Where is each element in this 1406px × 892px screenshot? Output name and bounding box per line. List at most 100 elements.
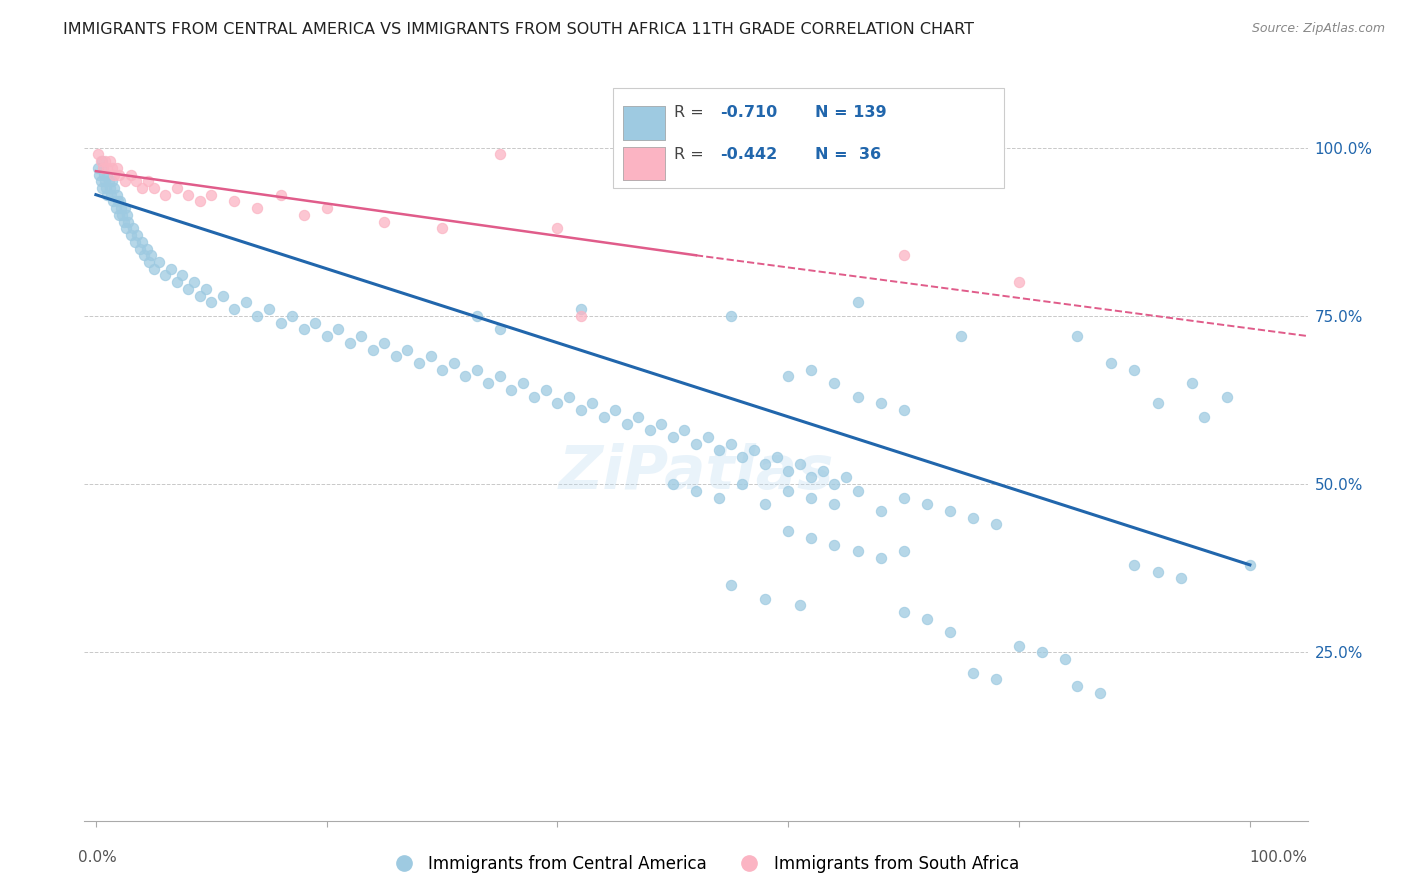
Point <box>89 168 111 182</box>
Point <box>765 450 787 465</box>
Point <box>869 551 891 566</box>
Point <box>117 214 139 228</box>
Point <box>558 390 581 404</box>
Point <box>731 477 754 491</box>
Point <box>350 329 373 343</box>
Point <box>142 181 165 195</box>
Point <box>685 436 707 450</box>
Point <box>893 544 915 558</box>
Point <box>454 369 477 384</box>
Point <box>662 430 685 444</box>
Point <box>103 181 125 195</box>
Point <box>94 174 117 188</box>
Point <box>800 531 823 545</box>
Point <box>547 396 569 410</box>
Point <box>720 436 742 450</box>
Point <box>96 181 118 195</box>
Point <box>523 390 546 404</box>
Point <box>153 187 176 202</box>
Point <box>235 295 257 310</box>
Point <box>1054 652 1077 666</box>
Point <box>281 309 304 323</box>
Point <box>270 316 292 330</box>
Point <box>823 538 845 552</box>
Point <box>292 322 315 336</box>
Text: Source: ZipAtlas.com: Source: ZipAtlas.com <box>1251 22 1385 36</box>
Point <box>108 194 131 209</box>
Point <box>754 497 776 511</box>
Point <box>915 497 938 511</box>
Point <box>114 174 136 188</box>
Point <box>1066 329 1088 343</box>
Point <box>823 477 845 491</box>
Point <box>638 423 661 437</box>
Point <box>200 187 222 202</box>
Point <box>939 504 962 518</box>
Point <box>138 255 160 269</box>
Legend: Immigrants from Central America, Immigrants from South Africa: Immigrants from Central America, Immigra… <box>380 848 1026 880</box>
Point <box>465 309 488 323</box>
Point <box>98 181 121 195</box>
Point <box>91 161 114 175</box>
Point <box>1066 679 1088 693</box>
Point <box>96 161 118 175</box>
Point <box>569 309 592 323</box>
Point <box>127 228 149 243</box>
Point <box>108 208 131 222</box>
Point <box>477 376 499 391</box>
Point <box>778 464 800 478</box>
Point <box>950 329 973 343</box>
Point <box>1170 571 1192 585</box>
Point <box>778 524 800 539</box>
Point <box>1099 356 1122 370</box>
Point <box>962 665 984 680</box>
Point <box>465 362 488 376</box>
FancyBboxPatch shape <box>613 87 1004 187</box>
Point <box>1123 362 1146 376</box>
Point <box>107 194 129 209</box>
Point <box>419 349 441 363</box>
Point <box>194 282 217 296</box>
Point <box>224 194 246 209</box>
Point <box>685 483 707 498</box>
Point <box>800 470 823 484</box>
FancyBboxPatch shape <box>623 147 665 180</box>
Point <box>120 228 142 243</box>
Point <box>893 605 915 619</box>
Point <box>131 235 153 249</box>
Point <box>569 403 592 417</box>
Point <box>103 168 125 182</box>
Point <box>166 275 188 289</box>
Point <box>115 208 138 222</box>
Point <box>512 376 534 391</box>
Point <box>211 288 233 302</box>
Point <box>114 201 136 215</box>
Point <box>90 154 112 169</box>
Point <box>373 335 395 350</box>
FancyBboxPatch shape <box>623 106 665 139</box>
Point <box>1008 275 1031 289</box>
Point <box>501 383 523 397</box>
Point <box>361 343 384 357</box>
Point <box>581 396 603 410</box>
Point <box>112 214 135 228</box>
Point <box>87 147 110 161</box>
Point <box>104 201 127 215</box>
Point <box>742 443 765 458</box>
Point <box>835 470 858 484</box>
Point <box>120 168 142 182</box>
Point <box>731 450 754 465</box>
Point <box>135 242 157 256</box>
Point <box>270 187 292 202</box>
Point <box>134 248 156 262</box>
Text: -0.710: -0.710 <box>720 104 778 120</box>
Text: R =: R = <box>673 147 709 161</box>
Point <box>108 168 131 182</box>
Point <box>141 248 163 262</box>
Point <box>811 464 834 478</box>
Point <box>869 396 891 410</box>
Point <box>488 147 510 161</box>
Point <box>662 154 685 169</box>
Point <box>962 510 984 524</box>
Point <box>430 362 453 376</box>
